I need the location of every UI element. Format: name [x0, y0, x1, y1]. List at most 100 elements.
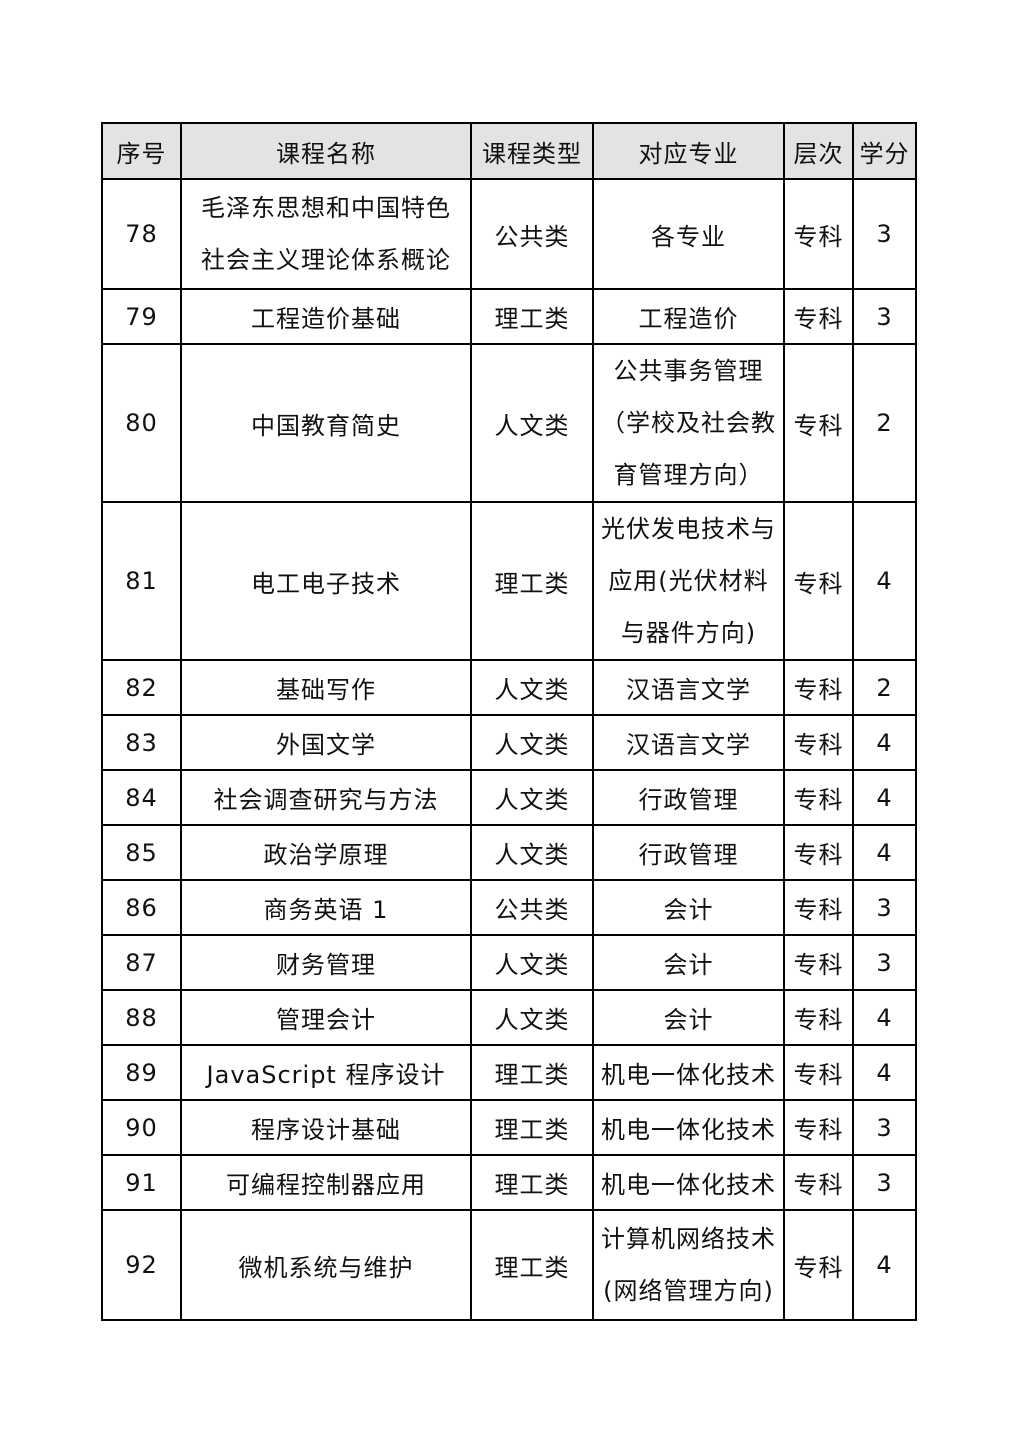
cell-level: 专科: [783, 1044, 854, 1101]
cell-major: 机电一体化技术: [592, 1044, 785, 1101]
cell-major-line: 公共事务管理: [613, 357, 764, 385]
cell-level: 专科: [783, 989, 854, 1046]
cell-major: 汉语言文学: [592, 714, 785, 771]
cell-major-line: （学校及社会教: [601, 409, 776, 437]
cell-course-type: 人文类: [470, 714, 594, 771]
cell-level: 专科: [783, 288, 854, 345]
cell-level: 专科: [783, 343, 854, 503]
column-header-major: 对应专业: [592, 122, 785, 180]
column-header-no: 序号: [101, 122, 182, 180]
column-header-level: 层次: [783, 122, 854, 180]
cell-course-name: 中国教育简史: [180, 343, 472, 503]
cell-major: 汉语言文学: [592, 659, 785, 716]
cell-course-type: 理工类: [470, 1044, 594, 1101]
table-row: 89 JavaScript 程序设计 理工类 机电一体化技术 专科 4: [101, 1044, 917, 1101]
cell-no: 82: [101, 659, 182, 716]
cell-no: 88: [101, 989, 182, 1046]
cell-major: 会计: [592, 934, 785, 991]
cell-major: 各专业: [592, 178, 785, 290]
cell-course-name: 政治学原理: [180, 824, 472, 881]
cell-no: 90: [101, 1099, 182, 1156]
cell-major: 光伏发电技术与 应用(光伏材料 与器件方向): [592, 501, 785, 661]
cell-course-type: 理工类: [470, 1099, 594, 1156]
cell-course-name: 财务管理: [180, 934, 472, 991]
cell-credits: 4: [852, 1044, 917, 1101]
cell-level: 专科: [783, 1099, 854, 1156]
cell-course-type: 人文类: [470, 659, 594, 716]
cell-course-name: 可编程控制器应用: [180, 1154, 472, 1211]
cell-major: 机电一体化技术: [592, 1154, 785, 1211]
cell-course-type: 人文类: [470, 343, 594, 503]
cell-course-name: 管理会计: [180, 989, 472, 1046]
cell-course-type: 理工类: [470, 1209, 594, 1321]
table-row: 80 中国教育简史 人文类 公共事务管理 （学校及社会教 育管理方向） 专科 2: [101, 343, 917, 503]
cell-level: 专科: [783, 1154, 854, 1211]
cell-no: 92: [101, 1209, 182, 1321]
cell-major: 行政管理: [592, 769, 785, 826]
cell-no: 89: [101, 1044, 182, 1101]
cell-course-name: 程序设计基础: [180, 1099, 472, 1156]
cell-major: 行政管理: [592, 824, 785, 881]
cell-no: 86: [101, 879, 182, 936]
cell-course-type: 人文类: [470, 824, 594, 881]
cell-credits: 2: [852, 343, 917, 503]
table-row: 87 财务管理 人文类 会计 专科 3: [101, 934, 917, 991]
cell-credits: 4: [852, 769, 917, 826]
cell-credits: 3: [852, 1099, 917, 1156]
cell-credits: 4: [852, 1209, 917, 1321]
cell-course-type: 人文类: [470, 989, 594, 1046]
table-row: 78 毛泽东思想和中国特色 社会主义理论体系概论 公共类 各专业 专科 3: [101, 178, 917, 290]
cell-no: 91: [101, 1154, 182, 1211]
cell-credits: 3: [852, 934, 917, 991]
cell-course-name: JavaScript 程序设计: [180, 1044, 472, 1101]
cell-credits: 4: [852, 714, 917, 771]
cell-course-name: 外国文学: [180, 714, 472, 771]
table-header: 序号 课程名称 课程类型 对应专业 层次 学分: [101, 122, 917, 180]
cell-course-type: 人文类: [470, 934, 594, 991]
table-row: 91 可编程控制器应用 理工类 机电一体化技术 专科 3: [101, 1154, 917, 1211]
cell-course-name: 基础写作: [180, 659, 472, 716]
cell-major: 会计: [592, 989, 785, 1046]
cell-level: 专科: [783, 714, 854, 771]
table-body: 78 毛泽东思想和中国特色 社会主义理论体系概论 公共类 各专业 专科 3 79 工程造价基础理…: [101, 178, 917, 1321]
cell-credits: 3: [852, 879, 917, 936]
cell-course-type: 理工类: [470, 1154, 594, 1211]
cell-course-name-line: 毛泽东思想和中国特色: [201, 194, 451, 222]
table-row: 84 社会调查研究与方法 人文类 行政管理 专科 4: [101, 769, 917, 826]
cell-course-type: 理工类: [470, 288, 594, 345]
cell-no: 79: [101, 288, 182, 345]
table-row: 92 微机系统与维护 理工类 计算机网络技术 (网络管理方向) 专科 4: [101, 1209, 917, 1321]
cell-course-name: 工程造价基础: [180, 288, 472, 345]
cell-course-type: 公共类: [470, 178, 594, 290]
cell-credits: 2: [852, 659, 917, 716]
cell-level: 专科: [783, 1209, 854, 1321]
cell-course-name: 商务英语 1: [180, 879, 472, 936]
cell-major-line: 与器件方向): [620, 619, 757, 647]
table-row: 79 工程造价基础 理工类 工程造价 专科 3: [101, 288, 917, 345]
cell-no: 80: [101, 343, 182, 503]
cell-course-type: 人文类: [470, 769, 594, 826]
cell-course-name: 毛泽东思想和中国特色 社会主义理论体系概论: [180, 178, 472, 290]
cell-major: 机电一体化技术: [592, 1099, 785, 1156]
courses-table: 序号 课程名称 课程类型 对应专业 层次 学分 78 毛泽东思想和中国特色 社会主义理论体系概…: [101, 122, 917, 1321]
cell-level: 专科: [783, 934, 854, 991]
cell-major-line: 光伏发电技术与: [601, 515, 776, 543]
table-row: 83 外国文学 人文类 汉语言文学 专科 4: [101, 714, 917, 771]
table-row: 86 商务英语 1 公共类 会计 专科 3: [101, 879, 917, 936]
table-row: 81 电工电子技术 理工类 光伏发电技术与 应用(光伏材料 与器件方向) 专科 4: [101, 501, 917, 661]
cell-course-name: 微机系统与维护: [180, 1209, 472, 1321]
cell-credits: 3: [852, 178, 917, 290]
cell-no: 84: [101, 769, 182, 826]
cell-credits: 3: [852, 1154, 917, 1211]
cell-major-line: 育管理方向）: [613, 461, 764, 489]
cell-level: 专科: [783, 879, 854, 936]
column-header-course-type: 课程类型: [470, 122, 594, 180]
cell-no: 85: [101, 824, 182, 881]
table-row: 90 程序设计基础 理工类 机电一体化技术 专科 3: [101, 1099, 917, 1156]
table-row: 85 政治学原理 人文类 行政管理 专科 4: [101, 824, 917, 881]
cell-credits: 3: [852, 288, 917, 345]
table-row: 88 管理会计 人文类 会计 专科 4: [101, 989, 917, 1046]
column-header-credits: 学分: [852, 122, 917, 180]
cell-major: 工程造价: [592, 288, 785, 345]
